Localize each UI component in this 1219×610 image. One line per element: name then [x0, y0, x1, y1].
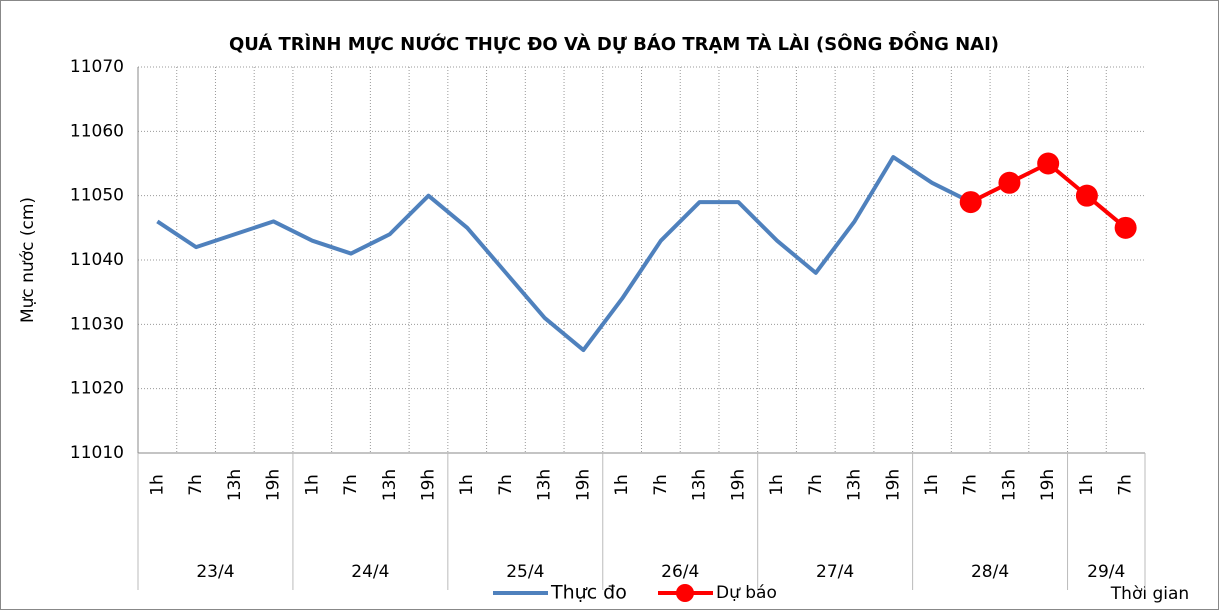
group-label: 29/4: [1087, 562, 1125, 582]
x-tick-label: 19h: [418, 469, 438, 501]
x-tick-label: 13h: [845, 469, 865, 501]
x-tick-label: 7h: [806, 474, 826, 496]
group-label: 24/4: [351, 562, 389, 582]
x-tick-label: 19h: [264, 469, 284, 501]
x-tick-label: 19h: [1038, 469, 1058, 501]
x-tick-label: 13h: [535, 469, 555, 501]
legend-label: Thực đo: [550, 582, 627, 604]
y-tick-label: 11070: [70, 57, 124, 77]
group-label: 27/4: [816, 562, 854, 582]
x-tick-label: 13h: [690, 469, 710, 501]
x-tick-label: 13h: [225, 469, 245, 501]
legend-marker: [676, 584, 694, 602]
group-label: 26/4: [661, 562, 699, 582]
x-tick-label: 7h: [186, 474, 206, 496]
x-tick-label: 19h: [728, 469, 748, 501]
x-tick-label: 7h: [341, 474, 361, 496]
y-tick-label: 11030: [70, 314, 124, 334]
x-tick-label: 1h: [302, 474, 322, 496]
y-axis-label: Mực nước (cm): [18, 197, 38, 323]
y-tick-label: 11020: [70, 379, 124, 399]
x-tick-label: 19h: [883, 469, 903, 501]
y-tick-label: 11040: [70, 250, 124, 270]
data-point: [959, 191, 982, 214]
chart-title: QUÁ TRÌNH MỰC NƯỚC THỰC ĐO VÀ DỰ BÁO TRẠ…: [229, 31, 999, 55]
data-point: [998, 171, 1021, 194]
group-label: 23/4: [196, 562, 234, 582]
x-tick-label: 1h: [612, 474, 632, 496]
data-point: [1037, 152, 1060, 175]
x-tick-label: 1h: [922, 474, 942, 496]
legend-label: Dự báo: [716, 583, 777, 603]
x-tick-label: 1h: [457, 474, 477, 496]
data-point: [1075, 184, 1098, 207]
data-line: [156, 155, 972, 353]
x-tick-label: 1h: [767, 474, 787, 496]
x-tick-label: 7h: [1116, 474, 1136, 496]
x-axis-label: Thời gian: [1110, 584, 1189, 604]
data-point: [1114, 216, 1137, 239]
x-tick-label: 1h: [1077, 474, 1097, 496]
y-tick-label: 11010: [70, 443, 124, 463]
x-tick-label: 1h: [147, 474, 167, 496]
group-label: 28/4: [971, 562, 1009, 582]
x-tick-label: 7h: [496, 474, 516, 496]
x-tick-label: 13h: [999, 469, 1019, 501]
x-tick-label: 19h: [573, 469, 593, 501]
y-tick-label: 11050: [70, 186, 124, 206]
x-tick-label: 7h: [961, 474, 981, 496]
x-tick-label: 13h: [380, 469, 400, 501]
group-label: 25/4: [506, 562, 544, 582]
y-tick-label: 11060: [70, 121, 124, 141]
x-tick-label: 7h: [651, 474, 671, 496]
